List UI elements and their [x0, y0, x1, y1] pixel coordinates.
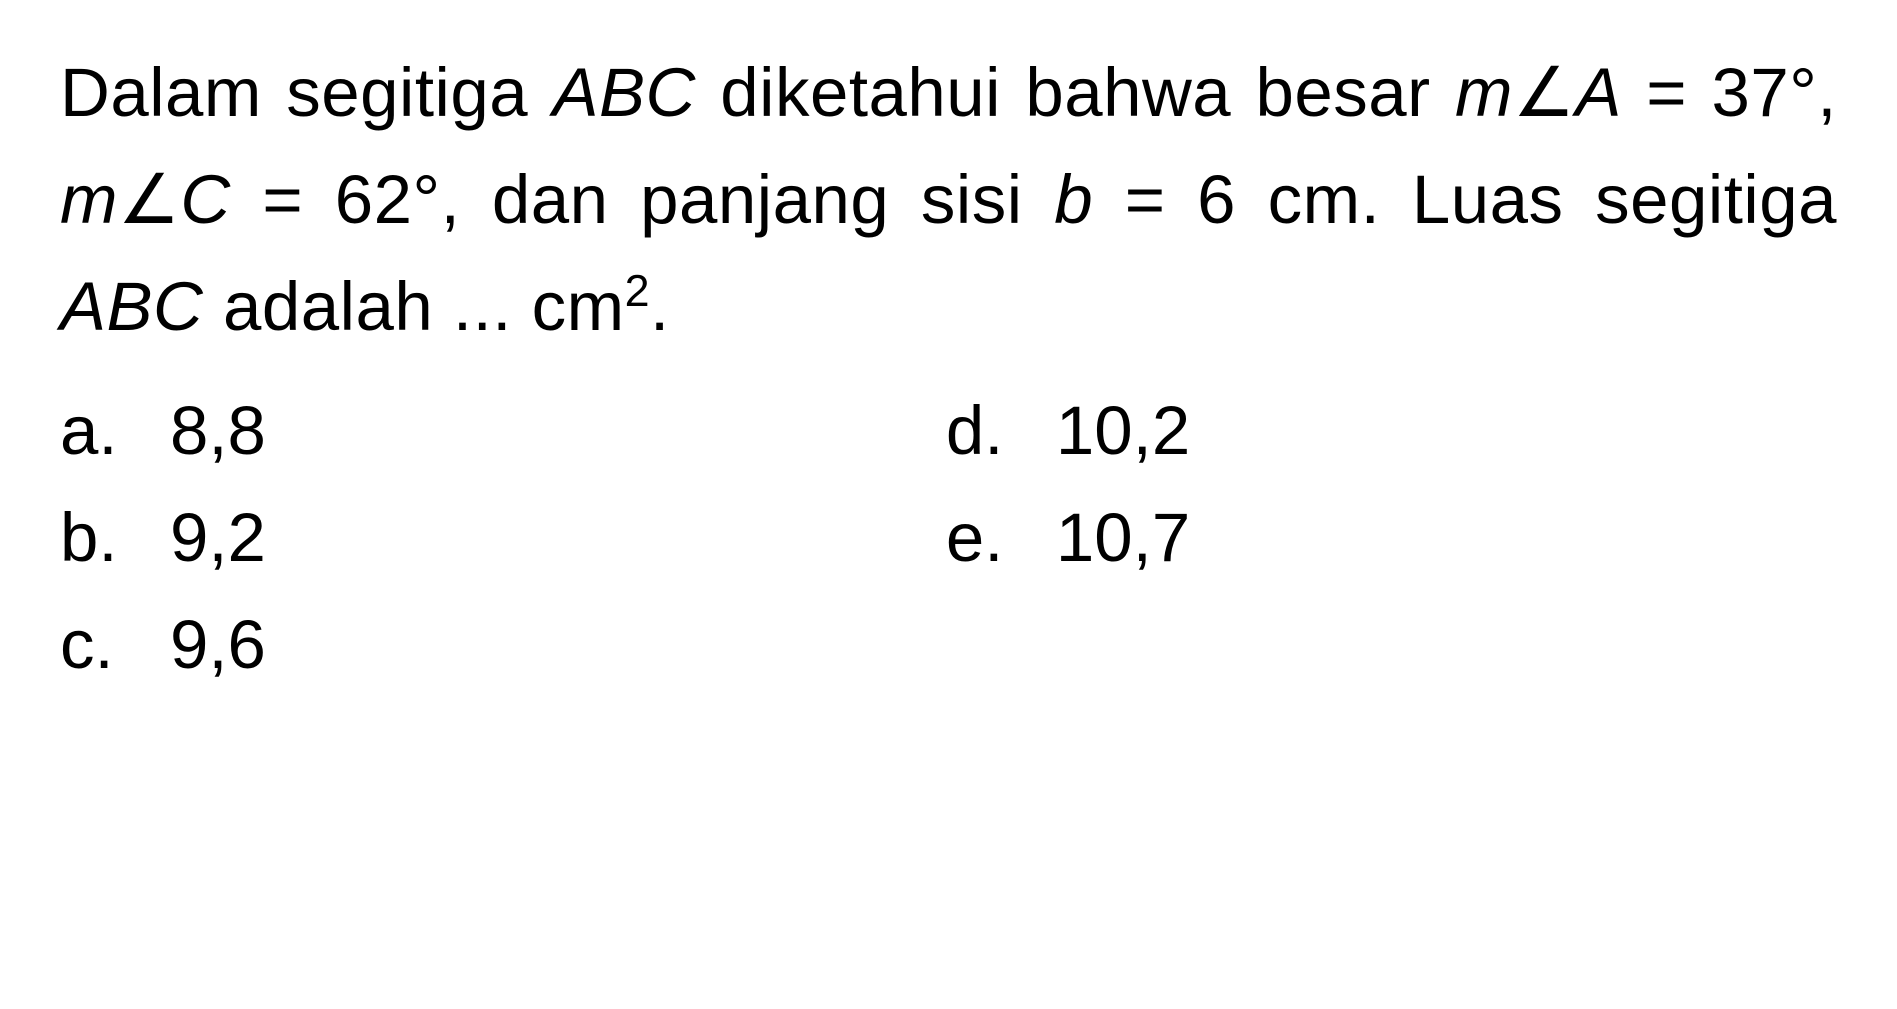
option-letter: e. — [946, 498, 1056, 577]
text-segment: = 6 cm. Luas segitiga — [1093, 161, 1837, 238]
variable-m: m — [60, 161, 118, 238]
option-value: 10,2 — [1056, 391, 1190, 470]
text-segment: Dalam segitiga — [60, 54, 552, 131]
option-d: d. 10,2 — [946, 391, 1190, 470]
text-segment: panjang sisi — [640, 161, 1054, 238]
text-segment: = 62°, dan — [231, 161, 609, 238]
text-segment: besar — [1256, 54, 1455, 131]
variable-b: b — [1054, 161, 1093, 238]
variable-A: A — [1575, 54, 1622, 131]
option-value: 9,2 — [170, 498, 266, 577]
option-b: b. 9,2 — [60, 498, 266, 577]
options-column-left: a. 8,8 b. 9,2 c. 9,6 — [60, 391, 266, 684]
math-problem-container: Dalam segitiga ABC diketahui bahwa besar… — [60, 40, 1837, 684]
text-segment: diketahui bahwa — [696, 54, 1231, 131]
problem-statement: Dalam segitiga ABC diketahui bahwa besar… — [60, 40, 1837, 361]
options-column-right: d. 10,2 e. 10,7 — [946, 391, 1190, 684]
angle-symbol-icon: ∠ — [118, 161, 180, 238]
option-c: c. 9,6 — [60, 605, 266, 684]
text-segment: = 37°, — [1622, 54, 1837, 131]
option-letter: d. — [946, 391, 1056, 470]
option-value: 9,6 — [170, 605, 266, 684]
answer-options: a. 8,8 b. 9,2 c. 9,6 d. 10,2 e. 10,7 — [60, 391, 1837, 684]
option-letter: b. — [60, 498, 170, 577]
option-e: e. 10,7 — [946, 498, 1190, 577]
option-letter: c. — [60, 605, 170, 684]
exponent: 2 — [625, 265, 650, 316]
period: . — [650, 268, 670, 345]
angle-symbol-icon: ∠ — [1513, 54, 1575, 131]
variable-m: m — [1455, 54, 1513, 131]
triangle-name: ABC — [552, 54, 695, 131]
option-value: 8,8 — [170, 391, 266, 470]
text-segment: adalah ... cm — [203, 268, 624, 345]
option-value: 10,7 — [1056, 498, 1190, 577]
option-letter: a. — [60, 391, 170, 470]
option-a: a. 8,8 — [60, 391, 266, 470]
variable-C: C — [180, 161, 230, 238]
triangle-name: ABC — [60, 268, 203, 345]
